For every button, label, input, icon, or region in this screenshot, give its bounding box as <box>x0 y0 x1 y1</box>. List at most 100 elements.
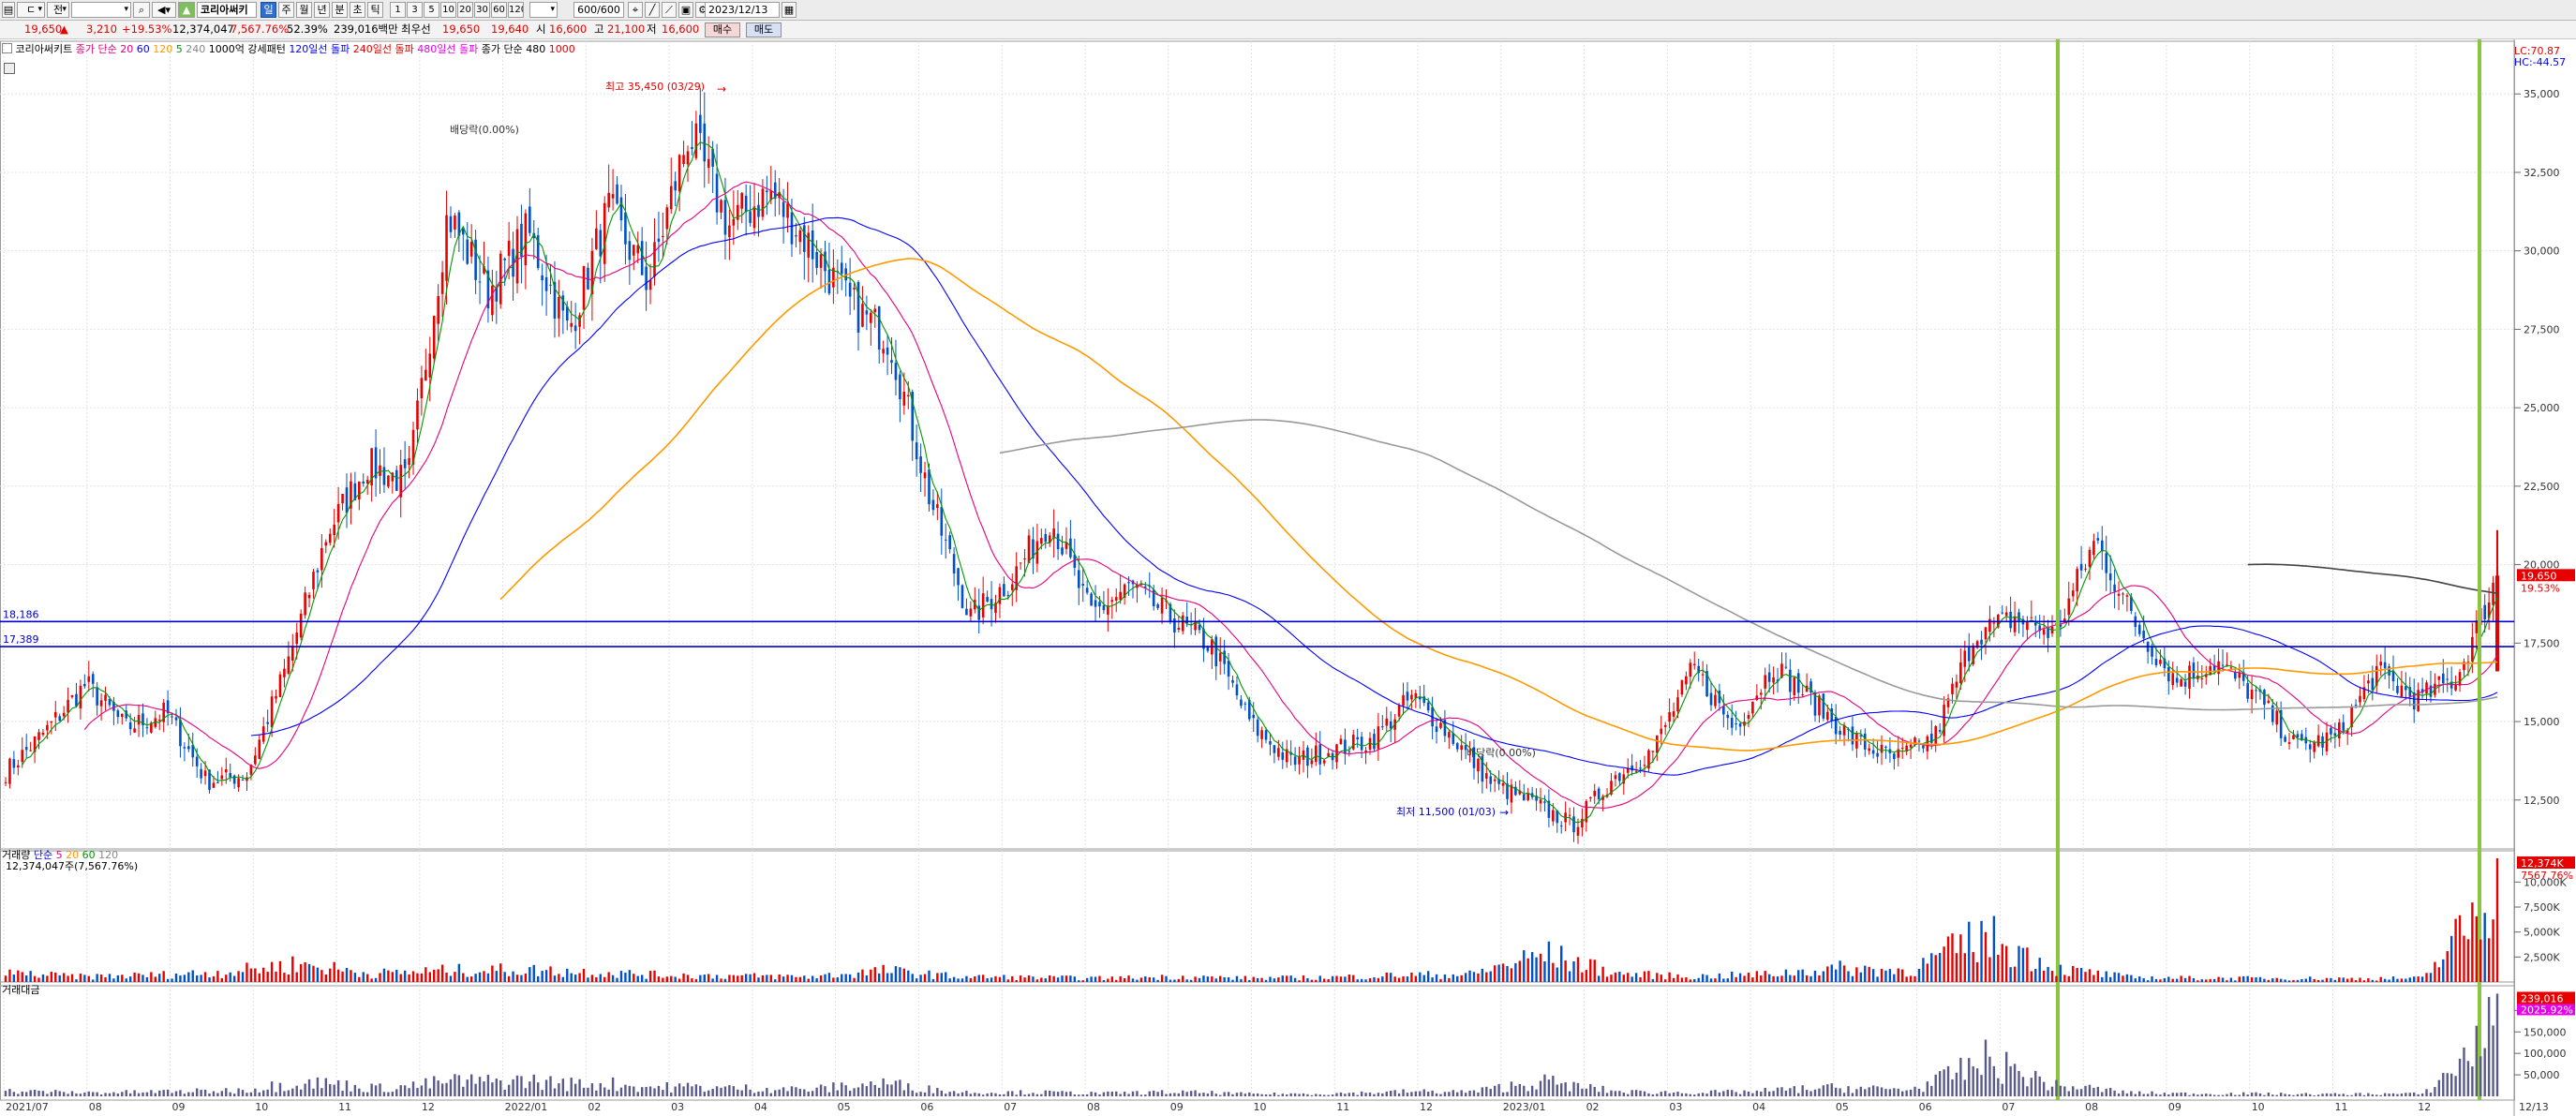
volume-bar <box>96 974 98 982</box>
volume-bar <box>1460 975 1463 982</box>
volume-bar <box>420 973 424 982</box>
interval-tab[interactable]: 1 <box>390 2 406 18</box>
candle-body <box>1194 622 1197 631</box>
buy-button[interactable]: 매수 <box>705 22 740 37</box>
date-input[interactable]: 2023/12/13 <box>705 2 780 18</box>
interval-tab[interactable]: 3 <box>407 2 423 18</box>
current-price-pct: 19.53% <box>2521 582 2560 594</box>
sell-button[interactable]: 매도 <box>746 22 782 37</box>
candle-body <box>769 190 773 201</box>
volume-bar <box>1963 953 1966 982</box>
volume-bar <box>1489 971 1492 982</box>
period-tab[interactable]: 주 <box>278 2 294 18</box>
volume-bar <box>1572 960 1575 982</box>
candle-body <box>607 192 610 208</box>
volume-bar <box>362 972 365 982</box>
volume-bar <box>1589 959 1592 982</box>
interval-tab[interactable]: 60 <box>491 2 507 18</box>
candle-body <box>686 151 690 165</box>
volume-bar <box>503 972 506 982</box>
amount-bar <box>1630 1090 1633 1096</box>
period-dropdown[interactable]: 전 <box>47 2 69 18</box>
volume-bar <box>532 964 535 982</box>
calendar-icon[interactable]: ▦ <box>782 2 797 18</box>
volume-bar <box>1098 975 1101 982</box>
volume-bar <box>2271 978 2274 982</box>
volume-bar <box>2154 978 2158 982</box>
amount-bar <box>1718 1092 1721 1096</box>
candle-body <box>541 275 543 281</box>
panel-toggle-icon[interactable] <box>4 63 15 74</box>
amount-bar <box>1472 1090 1476 1096</box>
break-240-label: 240일선 돌파 <box>352 43 414 55</box>
count-display[interactable]: 600/600 <box>573 2 624 18</box>
period-tab[interactable]: 일 <box>261 2 276 18</box>
draw-line-icon[interactable]: ╱ <box>645 2 660 18</box>
search-icon[interactable]: ⌕ <box>133 2 150 18</box>
amount-bar <box>1094 1092 1097 1096</box>
volume-bar <box>807 978 810 982</box>
candle-body <box>2371 677 2375 691</box>
candle-body <box>1705 671 1708 697</box>
stock-name-field[interactable]: 코리아써키 <box>197 2 257 18</box>
candle-body <box>1543 801 1546 803</box>
speaker-icon[interactable]: ◀▾ <box>152 2 176 18</box>
period-tab[interactable]: 월 <box>296 2 312 18</box>
period-tab[interactable]: 분 <box>332 2 348 18</box>
candle-body <box>928 469 931 505</box>
period-tab[interactable]: 년 <box>314 2 330 18</box>
interval-tab[interactable]: 30 <box>474 2 490 18</box>
candle-body <box>350 481 352 509</box>
volume-bar <box>1585 970 1588 982</box>
candle-body <box>154 718 157 727</box>
period-tab[interactable]: 초 <box>350 2 365 18</box>
save-icon[interactable]: ▣ <box>678 2 693 18</box>
candle-body <box>1402 694 1405 707</box>
candle-body <box>2292 735 2295 739</box>
amount-bar <box>2076 1089 2078 1096</box>
volume-bar <box>723 978 727 982</box>
interval-tab[interactable]: 10 <box>440 2 456 18</box>
zoom-icon[interactable]: ⌖ <box>628 2 643 18</box>
amount-bar <box>1065 1092 1068 1096</box>
amount-bar <box>1738 1094 1742 1096</box>
interval-tab[interactable]: 20 <box>457 2 473 18</box>
amount-bar <box>1426 1092 1430 1096</box>
interval-dropdown[interactable] <box>529 2 558 18</box>
volume-bar <box>1231 979 1234 982</box>
candle-body <box>1751 701 1754 714</box>
amount-bar <box>12 1092 16 1096</box>
grid-icon[interactable]: ▤ <box>2 2 15 18</box>
candle-body <box>1023 558 1026 559</box>
amount-bar <box>645 1086 648 1096</box>
period-tab[interactable]: 틱 <box>367 2 383 18</box>
amount-bar <box>1481 1087 1484 1096</box>
volume-bar <box>2226 980 2228 982</box>
market-dropdown[interactable]: ㄷ <box>17 2 45 18</box>
volume-bar <box>449 975 453 982</box>
quote-low: 16,600 <box>662 22 700 36</box>
amount-bar <box>2449 1073 2453 1096</box>
amount-bar <box>1281 1094 1284 1096</box>
volume-bar <box>2279 978 2283 982</box>
volume-bar <box>2004 945 2008 982</box>
amount-bar <box>1061 1091 1064 1096</box>
checkbox-icon[interactable] <box>2 43 12 53</box>
draw-trend-icon[interactable]: ⟋ <box>662 2 677 18</box>
interval-tab[interactable]: 120 <box>508 2 524 18</box>
candle-body <box>1035 541 1039 564</box>
volume-bar <box>1560 945 1563 982</box>
volume-bar <box>320 970 323 982</box>
chart-area[interactable]: 2021/07 08 09 10 11 12 2022/01 02 03 04 05 06 07 08 09… <box>0 39 2576 1116</box>
candle-body <box>1980 639 1983 645</box>
candle-body <box>720 200 722 213</box>
interval-tab[interactable]: 5 <box>424 2 439 18</box>
amount-bar <box>752 1093 756 1096</box>
amount-bar <box>307 1079 311 1096</box>
volume-bar <box>1019 975 1022 982</box>
volume-bar <box>769 975 772 982</box>
volume-bar <box>1402 975 1405 982</box>
amount-bar <box>2038 1076 2041 1096</box>
stock-code-input[interactable] <box>71 2 131 18</box>
volume-bar <box>2379 976 2382 982</box>
